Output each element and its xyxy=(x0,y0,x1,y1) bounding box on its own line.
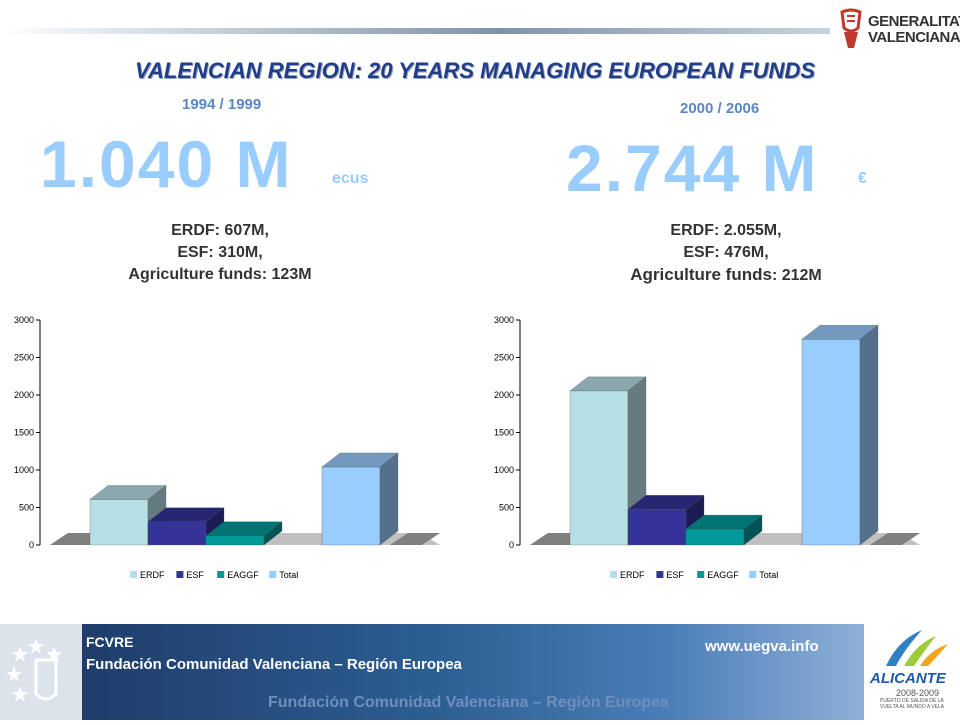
legend-label: Total xyxy=(279,570,298,580)
y-tick-label: 3000 xyxy=(14,315,34,325)
y-tick-label: 3000 xyxy=(494,315,514,325)
right-esf: ESF: 476M, xyxy=(683,244,769,261)
y-tick-label: 2000 xyxy=(14,390,34,400)
bar-erdf xyxy=(89,485,167,546)
left-breakdown: ERDF: 607M, ESF: 310M, Agriculture funds… xyxy=(60,220,380,286)
generalitat-emblem-icon xyxy=(840,8,862,48)
legend-item-erdf: ERDF xyxy=(130,570,165,580)
legend-item-esf: ESF xyxy=(176,570,204,580)
y-tick-label: 1000 xyxy=(494,465,514,475)
alicante-years: 2008-2009 xyxy=(896,688,940,698)
footer-bar xyxy=(82,624,864,720)
legend-item-esf: ESF xyxy=(656,570,684,580)
y-tick-label: 500 xyxy=(19,503,34,513)
alicante-name: ALICANTE xyxy=(870,670,946,687)
right-agri-label: Agriculture funds xyxy=(630,265,772,284)
legend-label: ERDF xyxy=(620,570,645,580)
footer-ghost-text: Fundación Comunidad Valenciana – Región … xyxy=(268,694,669,711)
bar-total xyxy=(321,452,399,546)
legend-swatch xyxy=(697,571,705,578)
legend-item-total: Total xyxy=(269,570,298,580)
y-tick-label: 0 xyxy=(29,540,34,550)
legend-swatch xyxy=(269,571,277,578)
legend-swatch xyxy=(176,571,184,578)
alicante-logo xyxy=(864,624,960,720)
generalitat-logo: GENERALITAT VALENCIANA xyxy=(838,8,960,56)
legend-swatch xyxy=(130,571,137,578)
right-unit: € xyxy=(858,170,867,187)
chart-floor-right xyxy=(870,533,920,545)
chart-floor-right xyxy=(390,533,440,545)
sail-logo-icon xyxy=(886,630,948,666)
legend-label: EAGGF xyxy=(707,570,739,580)
legend-item-total: Total xyxy=(749,570,778,580)
y-tick-label: 2500 xyxy=(14,353,34,363)
legend-label: ERDF xyxy=(140,570,165,580)
y-tick-label: 1500 xyxy=(14,428,34,438)
page-title: VALENCIAN REGION: 20 YEARS MANAGING EURO… xyxy=(134,58,816,83)
y-tick-label: 500 xyxy=(499,503,514,513)
header-rule xyxy=(0,28,830,34)
legend-swatch xyxy=(749,571,757,578)
legend-label: ESF xyxy=(666,570,684,580)
legend-item-erdf: ERDF xyxy=(610,570,645,580)
logo-line1: GENERALITAT xyxy=(868,13,960,30)
legend-swatch xyxy=(656,571,664,578)
left-period: 1994 / 1999 xyxy=(182,96,262,113)
y-tick-label: 1500 xyxy=(494,428,514,438)
bar-eaggf xyxy=(205,521,283,546)
legend-item-eaggf: EAGGF xyxy=(217,570,259,580)
y-tick-label: 0 xyxy=(509,540,514,550)
eu-stars-icon xyxy=(6,638,62,702)
right-erdf: ERDF: 2.055M, xyxy=(670,222,782,239)
footer-emblem xyxy=(0,624,82,720)
footer-url-link[interactable]: www.uegva.info xyxy=(705,638,819,655)
legend-label: ESF xyxy=(186,570,204,580)
right-total: 2.744 M xyxy=(566,131,819,205)
bar-eaggf xyxy=(685,514,763,546)
right-breakdown: ERDF: 2.055M, ESF: 476M, Agriculture fun… xyxy=(566,220,886,287)
chart-1994-1999: 0 500 1000 1500 2000 2500 3000 ERDF ESF EAGGF Tota… xyxy=(14,315,440,580)
footer-code: FCVRE xyxy=(86,634,134,650)
legend-label: Total xyxy=(759,570,778,580)
legend-swatch xyxy=(610,571,617,578)
left-erdf: ERDF: 607M, xyxy=(171,222,269,239)
chart-2000-2006: 0 500 1000 1500 2000 2500 3000 ERDF ESF EAGGF Tota… xyxy=(494,315,920,580)
footer-name: Fundación Comunidad Valenciana – Región … xyxy=(86,656,462,673)
right-agri-value: : 212M xyxy=(771,267,822,284)
left-unit: ecus xyxy=(332,170,369,187)
alicante-subtitle: PUERTO DE SALIDA DE LA VUELTA AL MUNDO A… xyxy=(880,698,945,710)
left-esf: ESF: 310M, xyxy=(177,244,263,261)
y-tick-label: 2000 xyxy=(494,390,514,400)
legend-item-eaggf: EAGGF xyxy=(697,570,739,580)
left-total: 1.040 M xyxy=(40,127,293,201)
left-agri: Agriculture funds: 123M xyxy=(128,266,312,283)
logo-line2: VALENCIANA xyxy=(868,29,960,46)
legend-swatch xyxy=(217,571,225,578)
legend-label: EAGGF xyxy=(227,570,259,580)
y-tick-label: 2500 xyxy=(494,353,514,363)
footer: FCVRE Fundación Comunidad Valenciana – R… xyxy=(0,624,960,720)
right-period: 2000 / 2006 xyxy=(680,100,760,117)
bar-total xyxy=(801,324,879,546)
y-tick-label: 1000 xyxy=(14,465,34,475)
